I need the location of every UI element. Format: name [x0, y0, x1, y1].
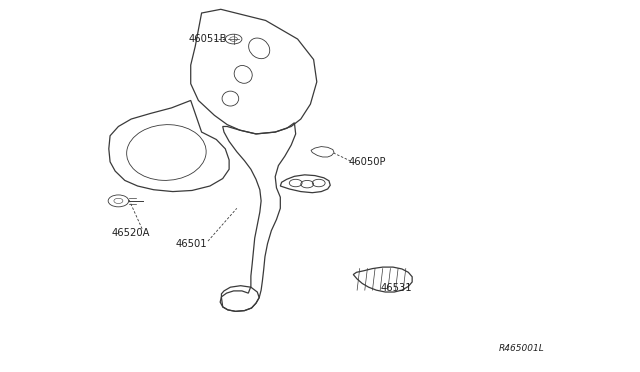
Text: 46501: 46501: [176, 239, 207, 248]
Text: 46051B: 46051B: [189, 34, 227, 44]
Text: 46050P: 46050P: [349, 157, 387, 167]
Text: R465001L: R465001L: [499, 344, 545, 353]
Text: 46531: 46531: [381, 283, 412, 293]
Text: 46520A: 46520A: [112, 228, 150, 237]
